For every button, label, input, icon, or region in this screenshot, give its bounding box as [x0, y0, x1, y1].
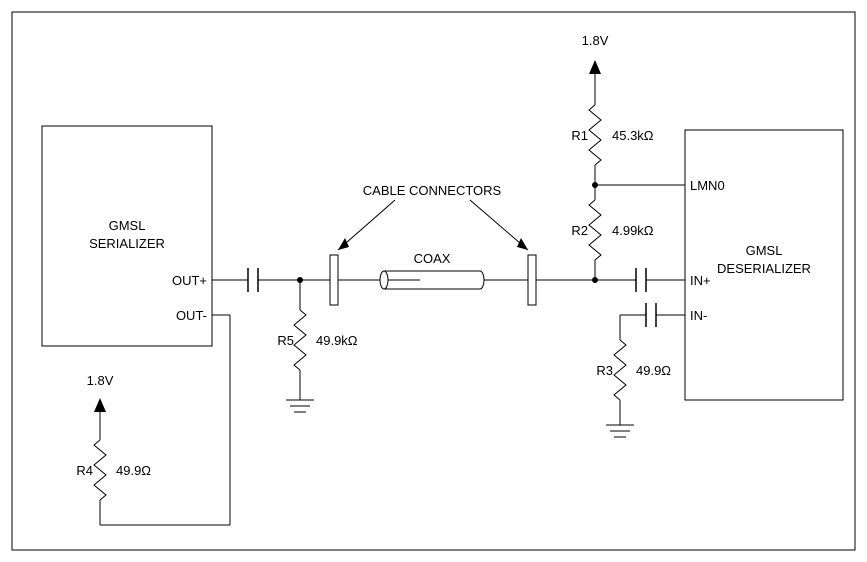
- lmn0-label: LMN0: [690, 178, 725, 193]
- coax-end: [380, 271, 388, 289]
- voltage-top-label: 1.8V: [582, 33, 609, 48]
- r1-value: 45.3kΩ: [612, 128, 654, 143]
- cable-connector-left: [330, 255, 338, 305]
- circuit-diagram: GMSL SERIALIZER GMSL DESERIALIZER OUT+ O…: [0, 0, 867, 562]
- r3-value: 49.9Ω: [636, 363, 671, 378]
- out-plus-label: OUT+: [172, 273, 207, 288]
- deserializer-label-line2: DESERIALIZER: [717, 261, 811, 276]
- voltage-left-label: 1.8V: [87, 373, 114, 388]
- r1-name: R1: [571, 128, 588, 143]
- out-minus-label: OUT-: [176, 308, 207, 323]
- serializer-label-line1: GMSL: [109, 218, 146, 233]
- r4-name: R4: [76, 463, 93, 478]
- cable-connector-right: [528, 255, 536, 305]
- r3-name: R3: [596, 363, 613, 378]
- r2-name: R2: [571, 223, 588, 238]
- r5-value: 49.9kΩ: [316, 333, 358, 348]
- r5-name: R5: [277, 333, 294, 348]
- in-plus-label: IN+: [690, 273, 711, 288]
- r4-value: 49.9Ω: [116, 463, 151, 478]
- serializer-label-line2: SERIALIZER: [89, 236, 165, 251]
- in-minus-label: IN-: [690, 308, 707, 323]
- cable-connectors-label: CABLE CONNECTORS: [363, 183, 502, 198]
- deserializer-label-line1: GMSL: [746, 243, 783, 258]
- r2-value: 4.99kΩ: [612, 223, 654, 238]
- coax-label: COAX: [414, 251, 451, 266]
